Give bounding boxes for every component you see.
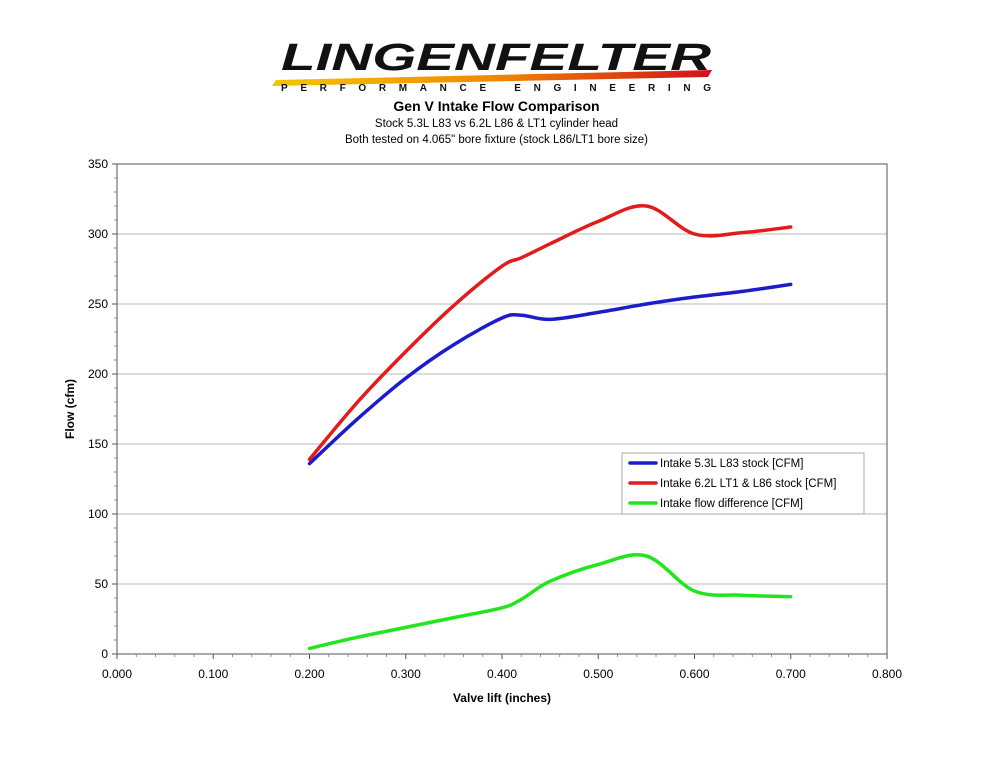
y-tick-label-50: 50: [95, 577, 109, 591]
series-line-l83: [307, 282, 793, 466]
x-tick-label-0.400: 0.400: [487, 667, 517, 681]
legend-label-difference: Intake flow difference [CFM]: [660, 498, 803, 510]
chart-title: Gen V Intake Flow Comparison: [393, 98, 600, 114]
y-tick-label-350: 350: [88, 157, 108, 171]
x-tick-label-0.000: 0.000: [102, 667, 132, 681]
legend-label-l83: Intake 5.3L L83 stock [CFM]: [660, 458, 803, 470]
y-tick-label-0: 0: [101, 647, 108, 661]
series-line-lt1-l86: [307, 204, 793, 462]
chart-subtitle-2: Both tested on 4.065" bore fixture (stoc…: [344, 134, 649, 146]
tick-layer: 0 50 100 150 200 250 300 350 0.000 0.100 0.200 0.30…: [88, 157, 902, 681]
y-tick-label-250: 250: [88, 297, 108, 311]
legend: Intake 5.3L L83 stock [CFM] Intake 6.2L …: [621, 452, 865, 515]
x-tick-label-0.700: 0.700: [776, 667, 806, 681]
plot-area-border: [116, 163, 888, 655]
y-tick-label-200: 200: [88, 367, 108, 381]
logo-swoosh: [272, 70, 712, 86]
legend-label-lt1-l86: Intake 6.2L LT1 & L86 stock [CFM]: [660, 478, 836, 490]
x-tick-label-0.100: 0.100: [198, 667, 228, 681]
x-tick-label-0.200: 0.200: [294, 667, 324, 681]
x-tick-label-0.300: 0.300: [391, 667, 421, 681]
x-tick-label-0.500: 0.500: [583, 667, 613, 681]
y-tick-label-150: 150: [88, 437, 108, 451]
logo-wordmark: LINGENFELTER: [281, 37, 712, 79]
y-tick-label-100: 100: [88, 507, 108, 521]
lingenfelter-logo: LINGENFELTER PERFORMANCE ENGINEERING: [272, 37, 712, 94]
y-tick-label-300: 300: [88, 227, 108, 241]
x-axis-label: Valve lift (inches): [453, 691, 551, 705]
series-line-difference: [307, 553, 793, 651]
y-axis-label: Flow (cfm): [63, 379, 77, 439]
series-layer: [307, 204, 793, 651]
legend-box: [621, 452, 865, 515]
x-tick-label-0.600: 0.600: [679, 667, 709, 681]
chart-subtitle-1: Stock 5.3L L83 vs 6.2L L86 & LT1 cylinde…: [374, 118, 619, 130]
x-tick-label-0.800: 0.800: [872, 667, 902, 681]
